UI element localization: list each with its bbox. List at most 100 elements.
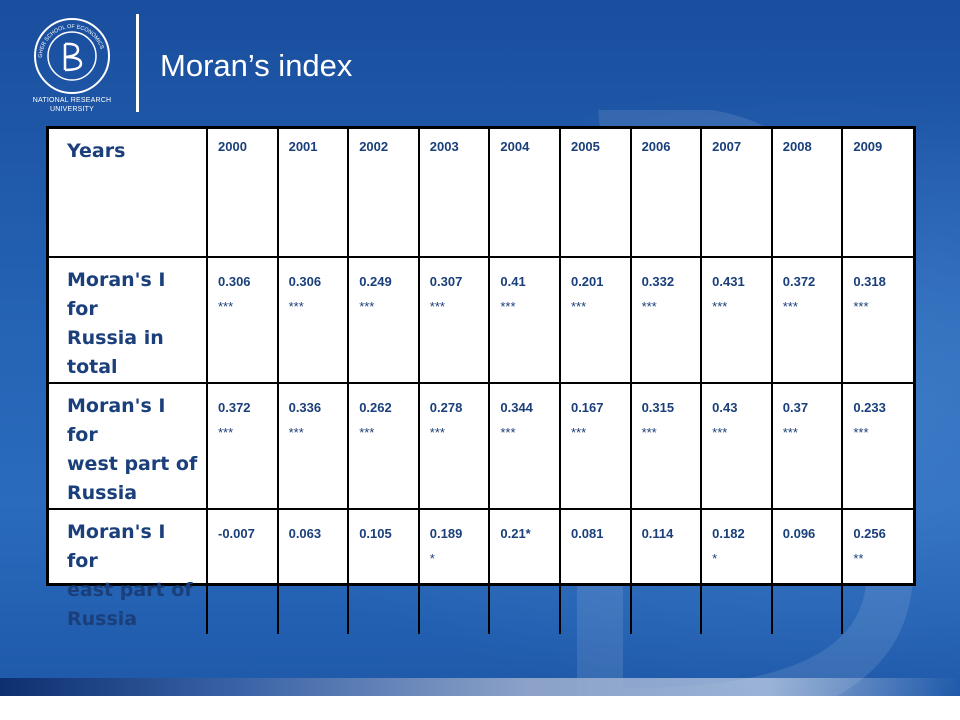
- year-cell: 2008: [771, 129, 844, 258]
- significance-stars: ***: [288, 425, 304, 440]
- significance-stars: ***: [359, 299, 375, 314]
- value-number: 0.306: [218, 274, 251, 289]
- value-number: -0.007: [218, 526, 255, 541]
- significance-stars: ***: [359, 425, 375, 440]
- header-label-cell: Years: [49, 129, 208, 258]
- significance-stars: ***: [218, 425, 234, 440]
- year-cell: 2002: [348, 129, 420, 258]
- significance-stars: ***: [853, 299, 869, 314]
- value-cell: 0.21*: [489, 509, 561, 634]
- year-cell: 2005: [559, 129, 632, 258]
- value-cell: 0.233 ***: [842, 383, 913, 510]
- significance-stars: ***: [641, 299, 657, 314]
- footer-band: [0, 696, 960, 720]
- significance-stars: ***: [429, 299, 445, 314]
- data-table: Years 2000 2001 2002 2003 2004 2005 2006…: [49, 129, 913, 634]
- significance-stars: ***: [712, 425, 728, 440]
- row-label-line: Moran's I for: [67, 521, 166, 572]
- value-number: 0.201: [570, 274, 604, 289]
- value-number: 0.336: [288, 400, 322, 415]
- value-cell: 0.201 ***: [559, 257, 632, 384]
- value-cell: 0.278 ***: [418, 383, 491, 510]
- value-number: 0.105: [359, 526, 392, 541]
- value-cell: 0.256 **: [842, 509, 913, 634]
- value-cell: 0.37 ***: [771, 383, 844, 510]
- row-label-line: total: [67, 356, 118, 378]
- significance-stars: *: [429, 551, 435, 566]
- table-row-east-russia: Moran's I for east part of Russia -0.007 0.0…: [49, 509, 913, 634]
- logo-caption-line2: UNIVERSITY: [49, 106, 94, 113]
- value-number: 0.081: [570, 526, 604, 541]
- value-cell: 0.114: [630, 509, 703, 634]
- year-cell: 2007: [701, 129, 773, 258]
- significance-stars: ***: [641, 425, 657, 440]
- significance-stars: ***: [218, 299, 234, 314]
- value-number: 0.306: [288, 274, 322, 289]
- value-cell: 0.332 ***: [630, 257, 703, 384]
- year-cell: 2001: [277, 129, 350, 258]
- value-number: 0.332: [641, 274, 675, 289]
- value-cell: 0.105: [348, 509, 420, 634]
- hse-seal-icon: HIGHER SCHOOL OF ECONOMICS: [32, 16, 110, 94]
- value-number: 0.096: [782, 526, 816, 541]
- value-number: 0.114: [641, 526, 674, 541]
- footer-gradient-bar: [0, 678, 960, 696]
- significance-stars: *: [712, 551, 718, 566]
- value-cell: 0.262 ***: [348, 383, 420, 510]
- value-number: 0.262: [359, 400, 392, 415]
- significance-stars: ***: [853, 425, 869, 440]
- row-label-cell: Moran's I for east part of Russia: [49, 509, 208, 634]
- row-label-cell: Moran's I for Russia in total: [49, 257, 208, 384]
- value-cell: 0.167 ***: [559, 383, 632, 510]
- logo-caption: NATIONAL RESEARCH UNIVERSITY: [12, 96, 132, 114]
- significance-stars: ***: [712, 299, 728, 314]
- value-number: 0.278: [429, 400, 463, 415]
- svg-text:HIGHER SCHOOL OF ECONOMICS: HIGHER SCHOOL OF ECONOMICS: [32, 16, 105, 58]
- table-row-west-russia: Moran's I for west part of Russia 0.372 *** 0…: [49, 383, 913, 510]
- slide-title: Moran’s index: [160, 48, 353, 83]
- seal-text: HIGHER SCHOOL OF ECONOMICS: [32, 16, 105, 58]
- header-divider: [136, 14, 139, 112]
- row-label-line: east part of: [67, 579, 193, 601]
- value-number: 0.37: [782, 400, 809, 415]
- value-cell: 0.306 ***: [207, 257, 279, 384]
- value-cell: 0.43 ***: [701, 383, 773, 510]
- significance-stars: **: [853, 551, 864, 566]
- year-cell: 2004: [489, 129, 561, 258]
- value-cell: 0.372 ***: [771, 257, 844, 384]
- value-cell: 0.189 *: [418, 509, 491, 634]
- row-label-line: Russia: [67, 482, 138, 504]
- value-cell: 0.41 ***: [489, 257, 561, 384]
- row-label-line: Russia: [67, 608, 138, 630]
- significance-stars: ***: [500, 299, 516, 314]
- value-cell: 0.182 *: [701, 509, 773, 634]
- row-label-line: Moran's I for: [67, 395, 166, 446]
- logo-caption-line1: NATIONAL RESEARCH: [32, 97, 112, 104]
- value-number: 0.167: [570, 400, 604, 415]
- value-cell: 0.318 ***: [842, 257, 913, 384]
- table-row-russia-total: Moran's I for Russia in total 0.306 *** 0.306…: [49, 257, 913, 384]
- significance-stars: ***: [500, 425, 516, 440]
- morans-index-table: Years 2000 2001 2002 2003 2004 2005 2006…: [46, 126, 916, 634]
- value-number: 0.41: [500, 274, 526, 289]
- year-cell: 2009: [842, 129, 913, 258]
- value-cell: -0.007: [207, 509, 279, 634]
- table-header-row: Years 2000 2001 2002 2003 2004 2005 2006…: [49, 129, 913, 258]
- row-label-line: Russia in: [67, 327, 164, 349]
- value-number: 0.256: [853, 526, 886, 541]
- value-number: 0.372: [782, 274, 816, 289]
- value-number: 0.182: [712, 526, 745, 541]
- value-cell: 0.096: [771, 509, 844, 634]
- value-number: 0.372: [218, 400, 251, 415]
- value-number: 0.318: [853, 274, 886, 289]
- value-cell: 0.344 ***: [489, 383, 561, 510]
- value-number: 0.189: [429, 526, 463, 541]
- significance-stars: ***: [429, 425, 445, 440]
- value-cell: 0.372 ***: [207, 383, 279, 510]
- value-cell: 0.063: [277, 509, 350, 634]
- value-number: 0.21*: [500, 526, 531, 541]
- value-cell: 0.431 ***: [701, 257, 773, 384]
- hse-logo: HIGHER SCHOOL OF ECONOMICS NATIONAL RESE…: [12, 10, 132, 120]
- header-label: Years: [67, 140, 126, 162]
- value-number: 0.344: [500, 400, 533, 415]
